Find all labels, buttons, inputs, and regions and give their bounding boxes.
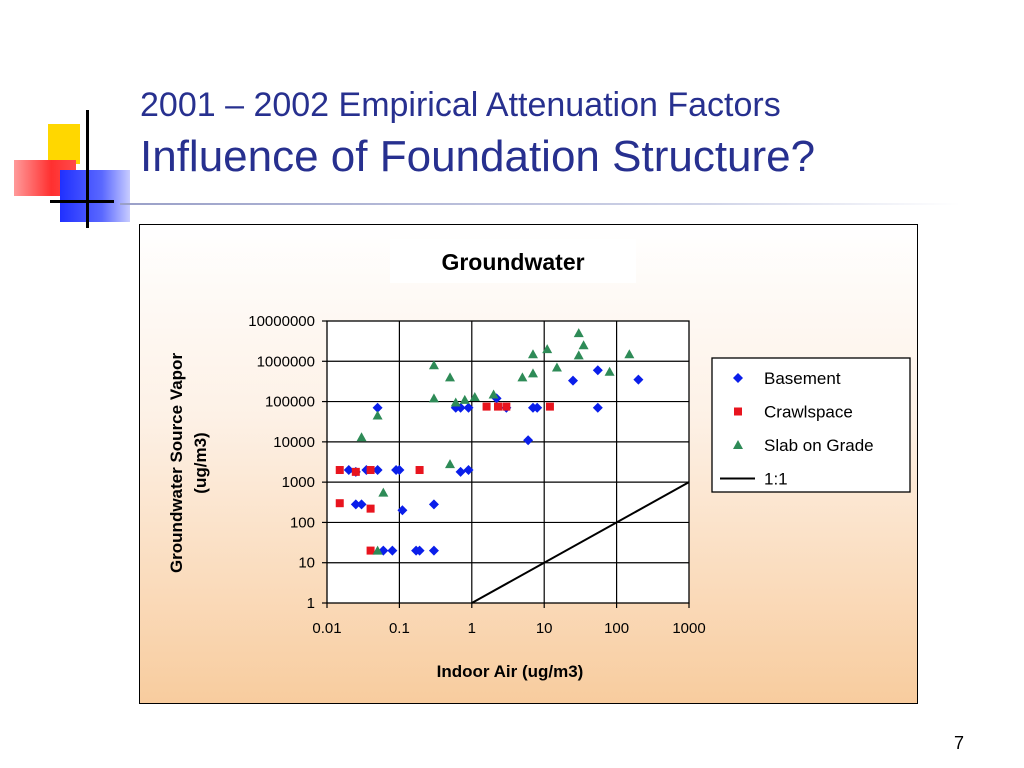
slab-on-grade-point [488, 389, 499, 399]
x-tick-label: 0.1 [389, 620, 410, 637]
x-tick-label: 0.01 [312, 620, 341, 637]
slab-on-grade-point [573, 350, 584, 360]
data-points [335, 328, 644, 556]
basement-point [387, 545, 398, 556]
slab-on-grade-point [428, 393, 439, 403]
legend-label-basement: Basement [764, 369, 841, 388]
x-tick-label: 1 [468, 620, 476, 637]
slab-on-grade-point [527, 368, 538, 378]
basement-point [372, 402, 383, 413]
crawlspace-point [351, 467, 360, 476]
basement-point [592, 402, 603, 413]
legend-swatch-basement [733, 373, 743, 383]
slab-on-grade-point [604, 366, 615, 376]
slab-on-grade-point [578, 340, 589, 350]
chart-legend: Basement Crawlspace Slab on Grade 1:1 [711, 357, 911, 493]
basement-point [397, 505, 408, 516]
slab-on-grade-point [372, 545, 383, 555]
y-tick-label: 10 [298, 555, 315, 572]
basement-point [343, 465, 354, 476]
x-tick-label: 10 [536, 620, 553, 637]
slab-on-grade-point [624, 349, 635, 359]
slab-on-grade-point [450, 397, 461, 407]
slab-on-grade-point [542, 344, 553, 354]
basement-point [523, 435, 534, 446]
legend-label-crawlspace: Crawlspace [764, 403, 853, 422]
y-tick-label: 1000000 [257, 353, 315, 370]
slab-on-grade-point [445, 372, 456, 382]
chart-area: 0.01 0.1 1 10 100 1000 1 10 100 1000 10000 100000 10… [139, 224, 918, 704]
legend-swatch-crawlspace [734, 407, 742, 416]
basement-point [592, 365, 603, 376]
crawlspace-point [366, 504, 375, 513]
basement-point [350, 499, 361, 510]
crawlspace-point [493, 402, 502, 411]
slab-on-grade-point [573, 328, 584, 338]
slide-title-line1: 2001 – 2002 Empirical Attenuation Factor… [140, 86, 781, 124]
legend-swatch-slab-on-grade [733, 440, 743, 449]
slab-on-grade-point [372, 410, 383, 420]
slab-on-grade-point [459, 394, 470, 404]
page-number: 7 [953, 733, 964, 753]
decor-vertical-line [86, 110, 89, 228]
decor-horizontal-line [50, 200, 114, 203]
chart-title-box [390, 239, 636, 283]
crawlspace-point [366, 546, 375, 555]
y-tick-label: 100 [290, 514, 315, 531]
plot-area [326, 320, 690, 604]
slide-title-line2: Influence of Foundation Structure? [140, 132, 816, 181]
basement-point [463, 465, 474, 476]
crawlspace-point [366, 466, 375, 475]
basement-point [428, 545, 439, 556]
crawlspace-point [335, 499, 344, 508]
slab-on-grade-point [469, 391, 480, 401]
basement-point [414, 545, 425, 556]
slab-on-grade-point [517, 372, 528, 382]
y-axis-label-line2: (ug/m3) [191, 432, 210, 493]
legend-label-slab-on-grade: Slab on Grade [764, 436, 874, 455]
basement-point [372, 465, 383, 476]
crawlspace-point [335, 466, 344, 475]
basement-point [532, 402, 543, 413]
slab-on-grade-point [445, 459, 456, 469]
crawlspace-point [502, 402, 511, 411]
one-to-one-line [471, 481, 690, 604]
axis-ticks: 0.01 0.1 1 10 100 1000 1 10 100 1000 10000 100000 10… [248, 313, 705, 637]
crawlspace-point [415, 466, 424, 475]
chart-grid [326, 320, 690, 604]
x-axis-label: Indoor Air (ug/m3) [437, 662, 584, 681]
y-tick-label: 100000 [265, 394, 315, 411]
crawlspace-point [482, 402, 491, 411]
basement-point [633, 374, 644, 385]
x-tick-label: 1000 [672, 620, 705, 637]
y-tick-label: 10000 [273, 434, 315, 451]
basement-point [455, 466, 466, 477]
decor-yellow-square [48, 124, 80, 164]
basement-point [463, 402, 474, 413]
one-to-one-line-group [471, 481, 690, 604]
legend-box [711, 357, 911, 493]
y-axis-label-line1: Groundwater Source Vapor [167, 353, 186, 573]
title-underline [120, 203, 960, 205]
crawlspace-point [545, 402, 554, 411]
y-axis-label-group: Groundwater Source Vapor (ug/m3) [167, 353, 210, 573]
basement-point [356, 499, 367, 510]
y-tick-label: 1 [307, 595, 315, 612]
slab-on-grade-point [356, 432, 367, 442]
y-tick-label: 10000000 [248, 313, 315, 330]
decor-blue-rectangle [60, 170, 130, 222]
legend-label-1-1: 1:1 [764, 470, 788, 489]
slab-on-grade-point [378, 487, 389, 497]
slab-on-grade-point [527, 349, 538, 359]
basement-point [394, 465, 405, 476]
basement-point [568, 375, 579, 386]
chart-title: Groundwater [441, 249, 584, 275]
x-tick-label: 100 [604, 620, 629, 637]
slab-on-grade-point [428, 360, 439, 370]
y-tick-label: 1000 [282, 474, 315, 491]
scatter-chart: 0.01 0.1 1 10 100 1000 1 10 100 1000 10000 100000 10… [167, 239, 911, 681]
basement-point [428, 499, 439, 510]
slab-on-grade-point [551, 362, 562, 372]
